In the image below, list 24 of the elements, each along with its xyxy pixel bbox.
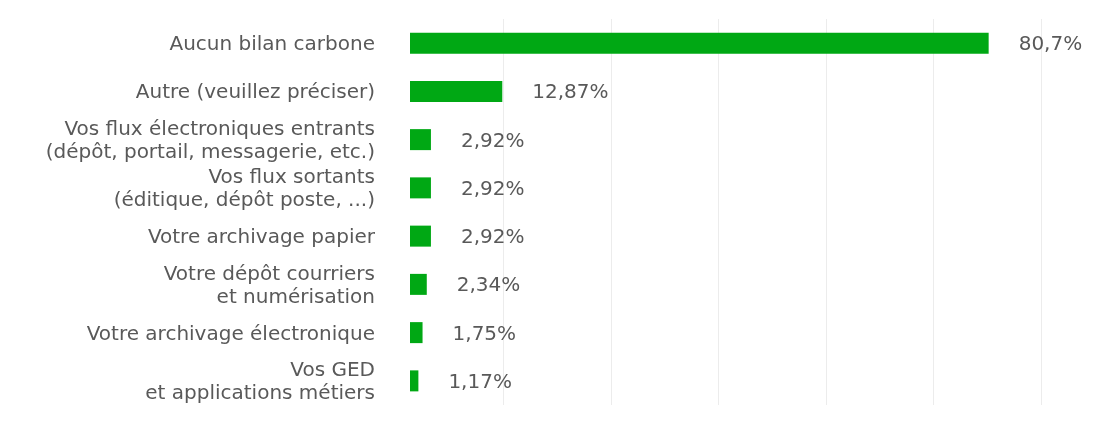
y-tick-label: Autre (veuillez préciser) — [135, 79, 375, 104]
bar — [410, 177, 431, 199]
bar — [410, 32, 989, 54]
y-tick-label: Votre dépôt courriers et numérisation — [163, 260, 375, 308]
data-label: 2,92% — [460, 127, 525, 152]
data-label: 2,34% — [456, 272, 521, 297]
bar — [410, 129, 431, 151]
bar — [410, 80, 503, 102]
y-tick-label: Vos flux électroniques entrants (dépôt, portail, messagerie, etc.) — [45, 116, 375, 164]
y-tick-label: Vos flux sortants (éditique, dépôt poste, ...) — [113, 164, 375, 212]
y-tick-label: Votre archivage papier — [147, 224, 376, 249]
y-tick-label: Votre archivage électronique — [86, 320, 375, 345]
y-tick-label: Aucun bilan carbone — [169, 31, 375, 56]
data-label: 2,92% — [460, 224, 525, 249]
data-label: 1,75% — [452, 320, 517, 345]
bar — [410, 225, 431, 247]
data-label: 12,87% — [532, 79, 609, 104]
bar — [410, 370, 419, 392]
y-tick-label: Vos GED et applications métiers — [145, 357, 375, 405]
bar — [410, 273, 427, 295]
bar — [410, 322, 423, 344]
data-label: 80,7% — [1018, 31, 1083, 56]
data-label: 2,92% — [460, 175, 525, 200]
data-label: 1,17% — [448, 368, 512, 393]
